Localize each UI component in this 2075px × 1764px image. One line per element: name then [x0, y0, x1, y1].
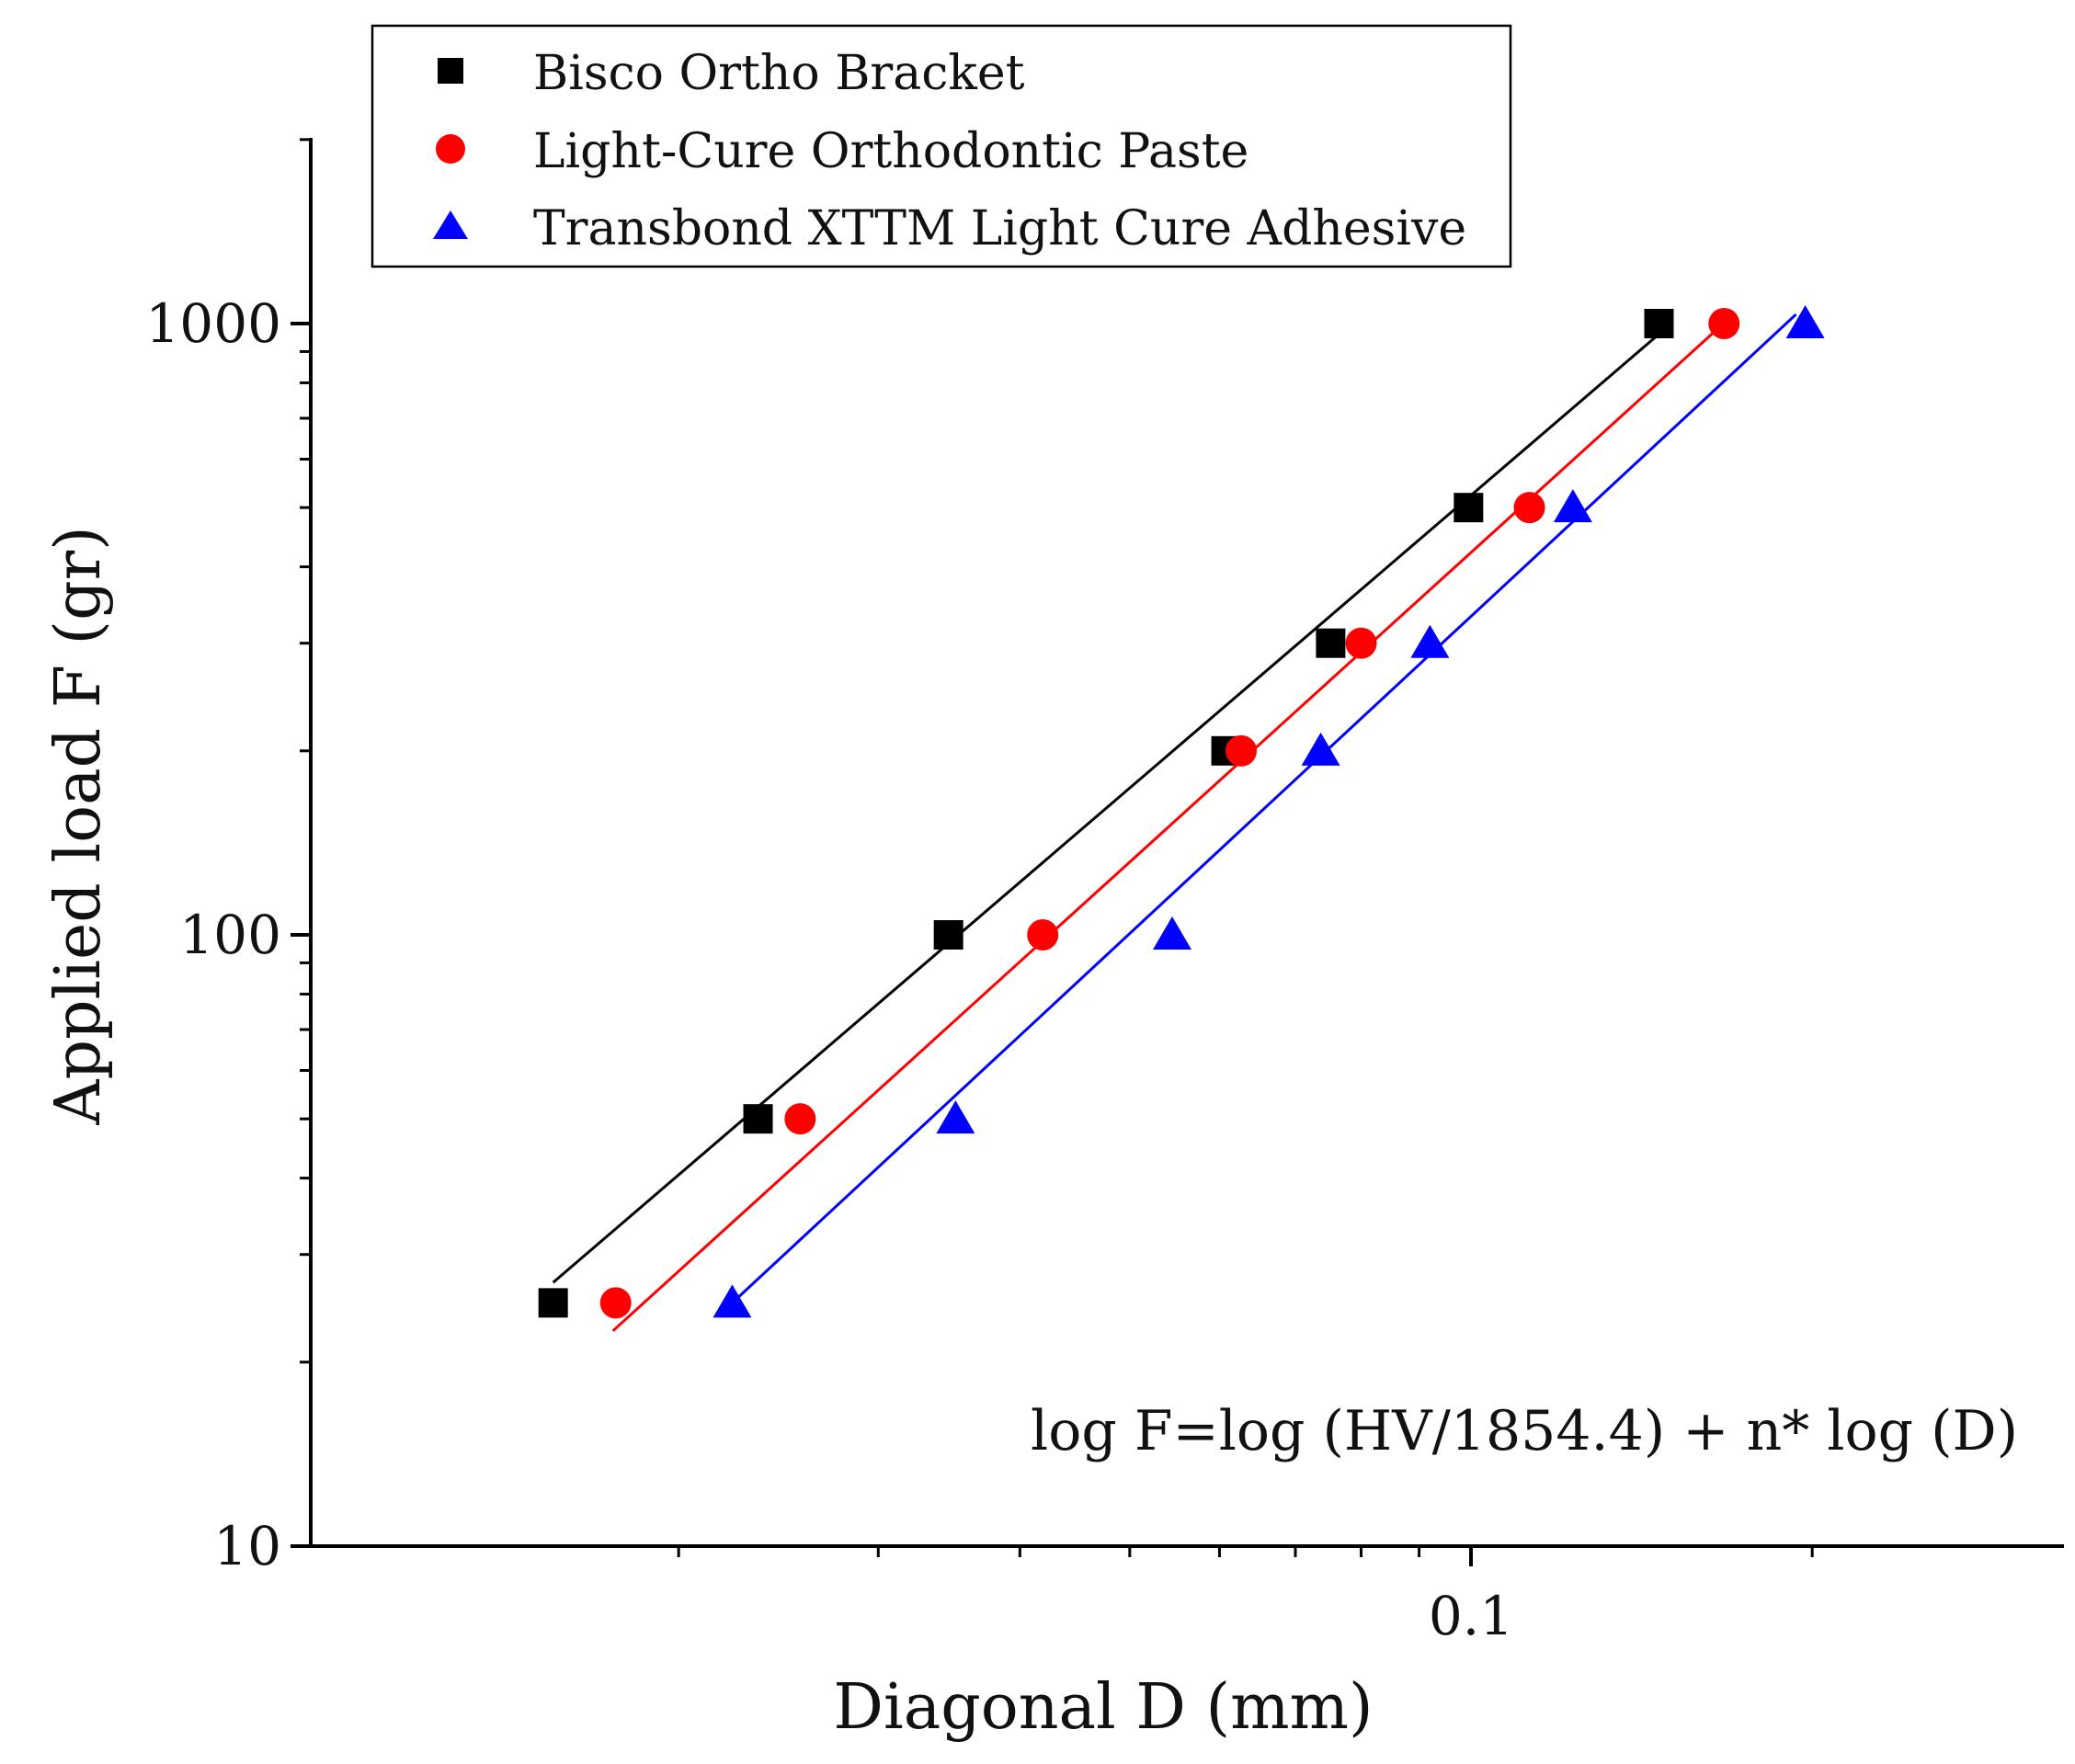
legend-box — [371, 24, 1512, 268]
data-point-circle — [1708, 308, 1740, 339]
data-point-square — [1644, 309, 1674, 338]
data-point-triangle — [936, 1100, 975, 1134]
data-point-circle — [1226, 734, 1258, 767]
legend: Bisco Ortho Bracket Light-Cure Orthodont… — [371, 24, 1512, 268]
data-point-triangle — [1152, 916, 1191, 950]
y-tick-label: 10 — [213, 1515, 281, 1577]
y-tick-label: 1000 — [145, 292, 281, 355]
legend-label-bisco: Bisco Ortho Bracket — [533, 46, 1025, 101]
data-point-circle — [1027, 919, 1059, 950]
data-point-triangle — [1553, 489, 1592, 523]
fit-line — [611, 324, 1722, 1332]
data-point-circle — [1513, 492, 1545, 524]
data-point-triangle — [1301, 732, 1340, 766]
y-tick-label: 100 — [179, 904, 281, 966]
data-point-circle — [1345, 627, 1377, 659]
formula-annotation: log F=log (HV/1854.4) + n* log (D) — [1031, 1399, 2018, 1463]
x-axis-title: Diagonal D (mm) — [833, 1671, 1373, 1744]
fit-line — [552, 322, 1672, 1284]
legend-marker-square — [438, 58, 463, 84]
series-1 — [538, 309, 1674, 1318]
data-point-square — [933, 920, 963, 950]
data-point-square — [743, 1104, 773, 1134]
series-3 — [713, 305, 1825, 1318]
y-major-ticks: 10 100 1000 — [145, 292, 311, 1577]
data-point-triangle — [713, 1284, 752, 1318]
legend-label-light-cure: Light-Cure Orthodontic Paste — [533, 124, 1248, 179]
legend-marker-circle — [436, 134, 465, 164]
y-minor-ticks — [300, 138, 311, 1364]
data-point-square — [538, 1288, 568, 1318]
data-point-triangle — [1410, 624, 1450, 658]
series-2 — [599, 308, 1740, 1332]
data-point-triangle — [1785, 305, 1825, 338]
data-point-square — [1454, 493, 1484, 523]
y-axis-title: Applied load F (gr) — [42, 526, 115, 1125]
plot-area — [538, 305, 1825, 1332]
legend-label-transbond: Transbond XTTM Light Cure Adhesive — [533, 201, 1466, 256]
fit-line — [731, 313, 1797, 1304]
data-point-square — [1316, 628, 1346, 658]
legend-marker-triangle — [433, 211, 468, 239]
axes: 10 100 1000 0.1 — [145, 138, 2064, 1647]
x-tick-label: 0.1 — [1429, 1585, 1513, 1647]
x-minor-ticks — [677, 1546, 1814, 1557]
data-point-circle — [784, 1103, 816, 1135]
data-point-circle — [599, 1287, 632, 1319]
x-major-ticks: 0.1 — [1429, 1546, 1513, 1647]
